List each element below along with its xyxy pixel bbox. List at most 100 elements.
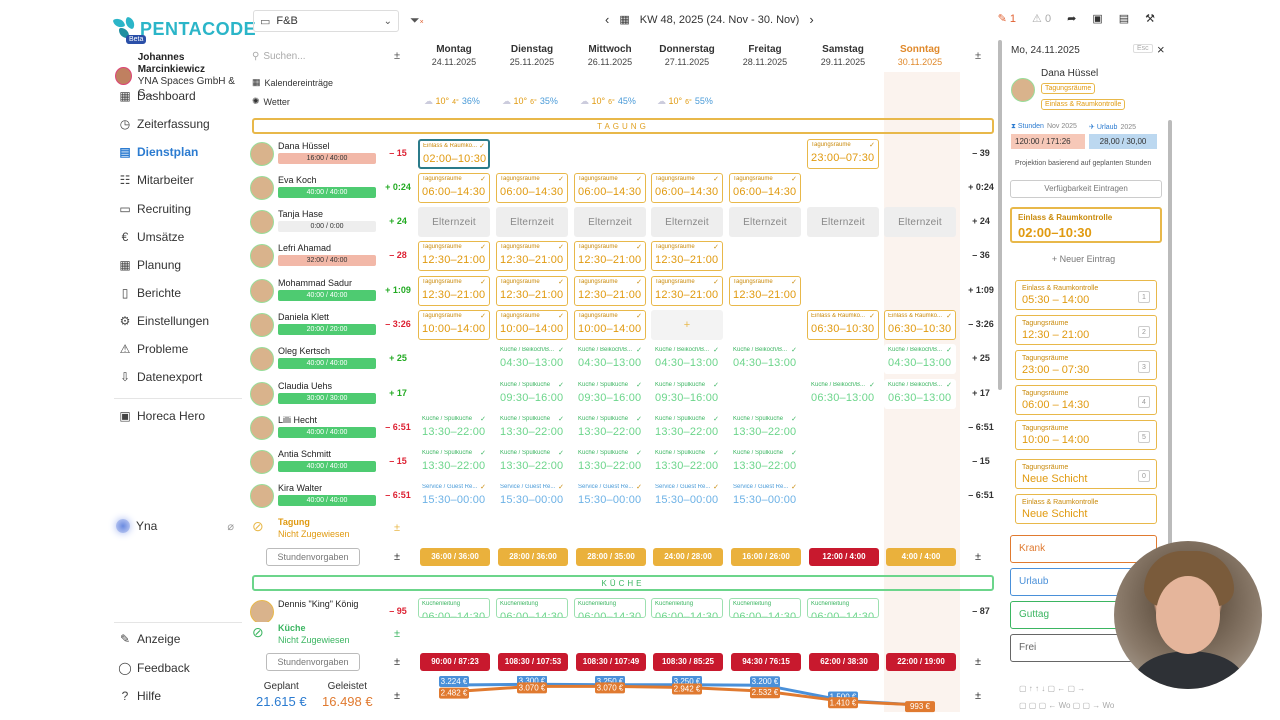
yna-assistant[interactable]: Yna ⌀ bbox=[116, 519, 234, 533]
sidebar-item-zeiterfassung[interactable]: ◷ Zeiterfassung bbox=[118, 113, 210, 135]
shift-cell[interactable]: Küche / Beikoch/B... ✓ 04:30–13:00 bbox=[729, 344, 801, 374]
shift-template[interactable]: Tagungsräume 10:00 – 14:00 5 bbox=[1015, 420, 1157, 450]
employee-row-7[interactable]: Claudia Uehs 30:00 / 30:00 bbox=[250, 378, 378, 410]
plus-minus-icon[interactable]: ± bbox=[975, 690, 982, 702]
plus-minus-icon[interactable]: ± bbox=[394, 690, 401, 702]
employee-row-2[interactable]: Tanja Hase 0:00 / 0:00 bbox=[250, 206, 378, 238]
sidebar-item-anzeige[interactable]: ✎ Anzeige bbox=[118, 628, 180, 650]
shift-cell[interactable]: Elternzeit bbox=[884, 207, 956, 237]
shift-template[interactable]: Tagungsräume 12:30 – 21:00 2 bbox=[1015, 315, 1157, 345]
day-header-1[interactable]: Dienstag 25.11.2025 bbox=[496, 40, 568, 72]
search-input[interactable]: Suchen... bbox=[263, 50, 306, 62]
shift-cell[interactable]: Küchenleitung 06:00–14:30 bbox=[496, 598, 568, 618]
employee-row-3[interactable]: Lefri Ahamad 32:00 / 40:00 bbox=[250, 240, 378, 272]
selected-shift[interactable]: Einlass & Raumkontrolle 02:00–10:30 bbox=[1010, 207, 1162, 243]
shift-cell[interactable]: Service / Guest Re... ✓ 15:30–00:00 bbox=[418, 481, 490, 511]
sidebar-item-recruiting[interactable]: ▭ Recruiting bbox=[118, 198, 191, 220]
sidebar-item-berichte[interactable]: ▯ Berichte bbox=[118, 282, 181, 304]
warnings-counter[interactable]: ⚠ 0 bbox=[1032, 13, 1052, 25]
plus-minus-icon[interactable]: ± bbox=[975, 656, 982, 668]
shift-cell[interactable]: Küche / Beikoch/B... ✓ 06:30–13:00 bbox=[807, 379, 879, 409]
grid-scrollbar[interactable] bbox=[998, 40, 1002, 390]
employee-row-1[interactable]: Eva Koch 40:00 / 40:00 bbox=[250, 172, 378, 204]
shift-cell[interactable]: Tagungsräume ✓ 12:30–21:00 bbox=[574, 276, 646, 306]
shift-cell[interactable]: Elternzeit bbox=[651, 207, 723, 237]
shift-template[interactable]: Tagungsräume 06:00 – 14:30 4 bbox=[1015, 385, 1157, 415]
employee-row-dennis[interactable]: Dennis "King" König bbox=[250, 596, 378, 624]
shift-cell[interactable]: Elternzeit bbox=[807, 207, 879, 237]
shift-cell[interactable]: Tagungsräume ✓ 06:00–14:30 bbox=[496, 173, 568, 203]
prev-week-button[interactable]: ‹ bbox=[605, 12, 610, 27]
sidebar-item-dashboard[interactable]: ▦ Dashboard bbox=[118, 85, 195, 107]
shift-cell[interactable]: Küche / Beikoch/B... ✓ 04:30–13:00 bbox=[496, 344, 568, 374]
shift-cell[interactable]: Küche / Spülküche ✓ 13:30–22:00 bbox=[418, 447, 490, 477]
shift-cell[interactable]: Service / Guest Re... ✓ 15:30–00:00 bbox=[729, 481, 801, 511]
employee-row-0[interactable]: Dana Hüssel 16:00 / 40:00 bbox=[250, 138, 378, 170]
shift-cell[interactable]: Küche / Spülküche ✓ 09:30–16:00 bbox=[651, 379, 723, 409]
day-header-4[interactable]: Freitag 28.11.2025 bbox=[729, 40, 801, 72]
share-icon[interactable]: ➦ bbox=[1067, 13, 1077, 25]
day-header-0[interactable]: Montag 24.11.2025 bbox=[418, 40, 490, 72]
day-header-2[interactable]: Mittwoch 26.11.2025 bbox=[574, 40, 646, 72]
employee-row-8[interactable]: Lilli Hecht 40:00 / 40:00 bbox=[250, 412, 378, 444]
close-icon[interactable]: × bbox=[1157, 42, 1165, 57]
plus-minus-icon[interactable]: ± bbox=[975, 551, 982, 563]
shift-cell[interactable]: Küche / Spülküche ✓ 09:30–16:00 bbox=[574, 379, 646, 409]
settings-print-icon[interactable]: ▤ bbox=[1118, 13, 1130, 25]
sidebar-item-probleme[interactable]: ⚠ Probleme bbox=[118, 338, 189, 360]
filter-icon[interactable]: ⏷× bbox=[410, 13, 424, 27]
shift-cell[interactable]: Küche / Spülküche ✓ 13:30–22:00 bbox=[496, 413, 568, 443]
shift-cell[interactable]: Küche / Spülküche ✓ 09:30–16:00 bbox=[496, 379, 568, 409]
shift-cell[interactable]: Küche / Beikoch/B... ✓ 04:30–13:00 bbox=[574, 344, 646, 374]
shift-cell[interactable]: Küche / Spülküche ✓ 13:30–22:00 bbox=[418, 413, 490, 443]
stundenvorgaben-button[interactable]: Stundenvorgaben bbox=[266, 653, 360, 671]
shift-cell[interactable]: Tagungsräume ✓ 12:30–21:00 bbox=[496, 276, 568, 306]
shift-cell[interactable]: Küche / Beikoch/B... ✓ 04:30–13:00 bbox=[884, 344, 956, 374]
shift-template[interactable]: Einlass & Raumkontrolle 05:30 – 14:00 1 bbox=[1015, 280, 1157, 310]
shift-cell[interactable]: Tagungsräume ✓ 12:30–21:00 bbox=[496, 241, 568, 271]
shift-cell[interactable]: Tagungsräume ✓ 10:00–14:00 bbox=[496, 310, 568, 340]
employee-row-6[interactable]: Oleg Kertsch 40:00 / 40:00 bbox=[250, 343, 378, 375]
sidebar-item-dienstplan[interactable]: ▤ Dienstplan bbox=[118, 141, 198, 163]
day-header-3[interactable]: Donnerstag 27.11.2025 bbox=[651, 40, 723, 72]
day-header-6[interactable]: Sonntag 30.11.2025 bbox=[884, 40, 956, 72]
shift-cell[interactable]: Service / Guest Re... ✓ 15:30–00:00 bbox=[496, 481, 568, 511]
calendar-entries-row[interactable]: ▦ Kalendereinträge bbox=[252, 77, 333, 88]
sidebar-item-horeca-hero[interactable]: ▣ Horeca Hero bbox=[118, 405, 205, 427]
sidebar-item-datenexport[interactable]: ⇩ Datenexport bbox=[118, 366, 202, 388]
shift-cell[interactable]: Elternzeit bbox=[729, 207, 801, 237]
print-icon[interactable]: ▣ bbox=[1092, 13, 1103, 25]
shift-cell[interactable]: Tagungsräume ✓ 12:30–21:00 bbox=[651, 276, 723, 306]
shift-cell[interactable]: Tagungsräume ✓ 23:00–07:30 bbox=[807, 139, 879, 169]
sidebar-item-einstellungen[interactable]: ⚙ Einstellungen bbox=[118, 310, 209, 332]
department-select[interactable]: ▭ F&B ⌄ bbox=[253, 10, 399, 32]
shift-cell[interactable]: Elternzeit bbox=[496, 207, 568, 237]
shift-template[interactable]: Tagungsräume Neue Schicht 0 bbox=[1015, 459, 1157, 489]
shift-cell[interactable]: Küchenleitung 06:00–14:30 bbox=[729, 598, 801, 618]
shift-cell[interactable]: Tagungsräume ✓ 12:30–21:00 bbox=[729, 276, 801, 306]
sidebar-item-mitarbeiter[interactable]: ☷ Mitarbeiter bbox=[118, 169, 194, 191]
section-header-tagung[interactable]: TAGUNG bbox=[252, 118, 994, 134]
search-box[interactable]: ⚲ Suchen... bbox=[252, 46, 377, 66]
next-week-button[interactable]: › bbox=[809, 12, 814, 27]
shift-cell[interactable]: Küche / Spülküche ✓ 13:30–22:00 bbox=[574, 413, 646, 443]
shift-cell[interactable]: Küche / Spülküche ✓ 13:30–22:00 bbox=[651, 413, 723, 443]
wrench-icon[interactable]: ⚒ bbox=[1145, 13, 1155, 25]
shift-template[interactable]: Einlass & Raumkontrolle Neue Schicht bbox=[1015, 494, 1157, 524]
employee-row-9[interactable]: Antia Schmitt 40:00 / 40:00 bbox=[250, 446, 378, 478]
shift-cell[interactable]: Küchenleitung 06:00–14:30 bbox=[651, 598, 723, 618]
panel-scrollbar[interactable] bbox=[1168, 120, 1172, 600]
shift-cell[interactable]: Küchenleitung 06:00–14:30 bbox=[807, 598, 879, 618]
stundenvorgaben-button[interactable]: Stundenvorgaben bbox=[266, 548, 360, 566]
unassigned-kueche[interactable]: ⊘ Küche Nicht Zugewiesen bbox=[252, 622, 382, 646]
employee-row-4[interactable]: Mohammad Sadur 40:00 / 40:00 bbox=[250, 275, 378, 307]
user-profile[interactable]: Johannes Marcinkiewicz YNA Spaces GmbH &… bbox=[115, 52, 245, 100]
availability-button[interactable]: Verfügbarkeit Eintragen bbox=[1010, 180, 1162, 198]
day-header-5[interactable]: Samstag 29.11.2025 bbox=[807, 40, 879, 72]
shift-cell[interactable]: + bbox=[651, 310, 723, 340]
status-button-krank[interactable]: Krank bbox=[1010, 535, 1157, 563]
add-unassigned-icon[interactable]: ± bbox=[394, 628, 401, 640]
shift-cell[interactable]: Tagungsräume ✓ 12:30–21:00 bbox=[418, 241, 490, 271]
shift-cell[interactable]: Tagungsräume ✓ 06:00–14:30 bbox=[729, 173, 801, 203]
shift-cell[interactable]: Tagungsräume ✓ 06:00–14:30 bbox=[651, 173, 723, 203]
